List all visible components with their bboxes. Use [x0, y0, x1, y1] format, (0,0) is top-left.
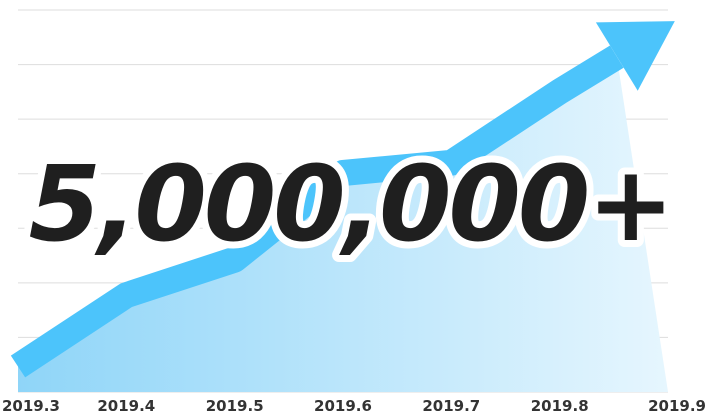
trend-line [10, 21, 675, 378]
x-tick-label: 2019.4 [97, 397, 155, 415]
x-axis-ticks: 2019.3 2019.4 2019.5 2019.6 2019.7 2019.8 2019… [2, 397, 706, 415]
arrowhead-icon [595, 21, 675, 91]
x-tick-label: 2019.5 [206, 397, 264, 415]
headline-group: 5,000,000+ 5,000,000+ [22, 136, 682, 272]
trend-line-path [10, 45, 624, 378]
x-tick-label: 2019.3 [2, 397, 60, 415]
headline-outline: 5,000,000+ [29, 143, 672, 265]
x-tick-label: 2019.7 [422, 397, 480, 415]
x-tick-label: 2019.6 [314, 397, 372, 415]
x-tick-label: 2019.9 [648, 397, 706, 415]
headline-number: 5,000,000+ [29, 143, 672, 265]
x-tick-label: 2019.8 [531, 397, 589, 415]
